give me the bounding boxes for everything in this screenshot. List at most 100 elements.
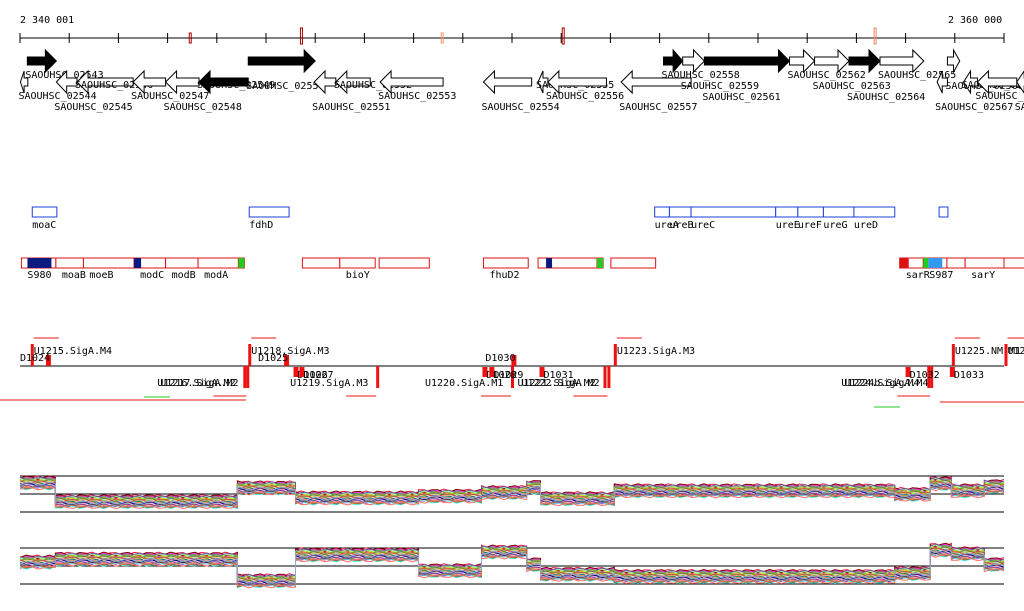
gene-arrow <box>55 69 78 95</box>
operon-label: fdhD <box>249 220 273 231</box>
profile-plus-series <box>19 486 1005 510</box>
operon-box <box>822 206 855 218</box>
operon-label: ureA <box>655 220 679 231</box>
promoter-bottom-label: U1219.SigA.M3 <box>290 378 368 389</box>
terminator-bottom-mark <box>905 367 911 377</box>
gene-arrow <box>247 48 316 74</box>
region-box <box>339 257 376 269</box>
region-label: modC <box>140 270 164 281</box>
gene-arrow <box>1016 70 1024 94</box>
region-box <box>378 257 430 269</box>
terminator-bottom-label: D1026 <box>298 370 328 381</box>
region-box <box>301 257 341 269</box>
ruler-start-label: 2 340 001 <box>20 15 74 26</box>
promoter-top-label: U1226 <box>1007 346 1024 357</box>
promoter-top-label: U1218.SigA.M3 <box>251 346 329 357</box>
operon-label: ureB <box>669 220 693 231</box>
terminator-top-label: D1025 <box>258 353 288 364</box>
terminator-bottom-mark <box>489 367 495 377</box>
gene-label: SAOUHSC_02564 <box>847 92 925 103</box>
region-label: moaB <box>62 270 86 281</box>
gene-arrow <box>963 69 978 95</box>
gene-label: SAOUHSC_02565 <box>878 70 956 81</box>
gene-track: SAOUHSC_02543SAOUHSC_02544SAOUHSC_02545S… <box>18 48 1024 113</box>
gene-label: SAOUHSC_02559 <box>681 81 759 92</box>
profile-plus-series <box>19 476 1005 500</box>
promoter-bottom-mark <box>927 366 931 388</box>
terminator-bottom-mark <box>293 367 299 377</box>
region-label: moeB <box>89 270 113 281</box>
region-label: S980 <box>27 270 51 281</box>
region-fill <box>546 258 553 268</box>
promoter-top-label: U1225.NM.M1 <box>955 346 1021 357</box>
region-box <box>55 257 84 269</box>
ruler-marker <box>299 27 303 45</box>
region-label: fhuD2 <box>489 270 519 281</box>
operon-box <box>853 206 896 218</box>
profile-plus-series <box>19 486 1005 510</box>
operon-label: ureF <box>798 220 822 231</box>
gene-arrow <box>198 69 249 95</box>
gene-label: SAOUHSC_02562 <box>787 70 865 81</box>
terminator-top-label: D1030 <box>485 353 515 364</box>
terminator-bottom-mark <box>482 367 488 377</box>
gene-arrow <box>976 69 1018 95</box>
operon-box <box>775 206 799 218</box>
expression-profile-track <box>19 475 1005 589</box>
region-box <box>610 257 657 269</box>
promoter-bottom-mark <box>510 366 514 388</box>
gene-arrow <box>482 69 533 95</box>
terminator-top-mark <box>511 355 517 366</box>
promoter-top-mark <box>1004 344 1008 366</box>
gene-arrow <box>663 48 684 74</box>
region-box <box>964 257 1005 269</box>
profile-minus-series <box>19 543 1005 579</box>
promoter-bottom-label: U1224b.SigA.M4 <box>844 378 928 389</box>
gene-label: SAOUHSC_02547 <box>131 91 209 102</box>
terminator-bottom-label: D1027 <box>303 370 333 381</box>
gene-label: SAOUHSC_02557 <box>619 102 697 113</box>
promoter-bottom-label: U1221.SigA.M2 <box>517 378 595 389</box>
operon-label: ureC <box>691 220 715 231</box>
promoter-bottom-mark <box>376 366 380 388</box>
terminator-top-mark <box>45 355 51 366</box>
gene-label: SAOUHSC_02554 <box>481 102 559 113</box>
operon-box <box>31 206 58 218</box>
ruler-marker <box>440 32 444 44</box>
gene-label: SAOUHSC_02545 <box>54 102 132 113</box>
gene-arrow <box>335 69 371 95</box>
coordinate-ruler <box>19 27 1005 45</box>
promoter-bottom-label: U1217.SigA.M2 <box>160 378 238 389</box>
region-fill <box>27 258 52 268</box>
promoter-bottom-label: U1216.SigA.M2 <box>157 378 235 389</box>
gene-arrow <box>132 69 167 95</box>
gene-label: SAOUHSC_02563 <box>813 81 891 92</box>
profile-plus-series <box>19 480 1005 503</box>
region-fill <box>238 258 245 268</box>
operon-box <box>938 206 949 218</box>
terminator-top-label: D1024 <box>20 353 50 364</box>
operon-label: ureE <box>776 220 800 231</box>
region-box <box>165 257 199 269</box>
promoter-terminator-track: U1215.SigA.M4 U1218.SigA.M3 U1223.SigA.M3 U… <box>0 337 1024 408</box>
promoter-bottom-mark <box>246 366 250 388</box>
gene-label: SAOUHSC_02561 <box>702 92 780 103</box>
gene-label: SAOUHSC_02569 <box>975 91 1024 102</box>
terminator-bottom-label: D1032 <box>910 370 940 381</box>
gene-arrow <box>379 69 444 95</box>
gene-label: SAOUHSC_02570 <box>1015 102 1024 113</box>
promoter-bottom-mark <box>607 366 611 388</box>
promoter-bottom-label: U1220.SigA.M1 <box>425 378 503 389</box>
terminator-bottom-mark <box>949 367 955 377</box>
gene-label: SAOUHSC_02550 <box>246 81 324 92</box>
promoter-bottom-mark <box>930 366 934 388</box>
gene-arrow <box>313 69 337 95</box>
ruler-marker <box>188 32 192 44</box>
operon-label: ureG <box>823 220 847 231</box>
region-box <box>197 257 239 269</box>
gene-arrow <box>788 48 816 74</box>
gene-label: SAOUHSC_02548 <box>164 102 242 113</box>
ruler-marker <box>873 27 877 45</box>
gene-arrow <box>164 69 200 95</box>
profile-plus-series <box>19 484 1005 508</box>
